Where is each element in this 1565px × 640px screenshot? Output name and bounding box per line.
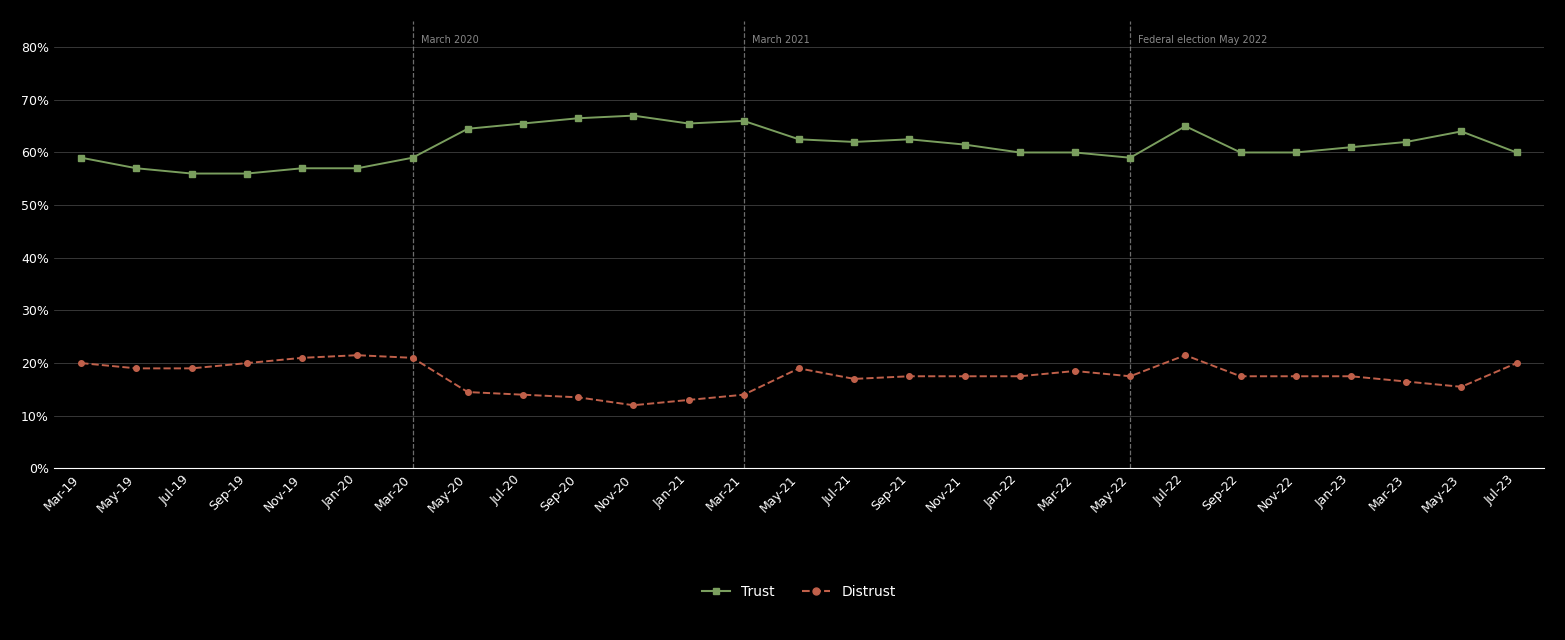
- Text: Federal election May 2022: Federal election May 2022: [1138, 35, 1268, 45]
- Text: March 2020: March 2020: [421, 35, 479, 45]
- Legend: Trust, Distrust: Trust, Distrust: [696, 580, 901, 605]
- Text: March 2021: March 2021: [753, 35, 809, 45]
